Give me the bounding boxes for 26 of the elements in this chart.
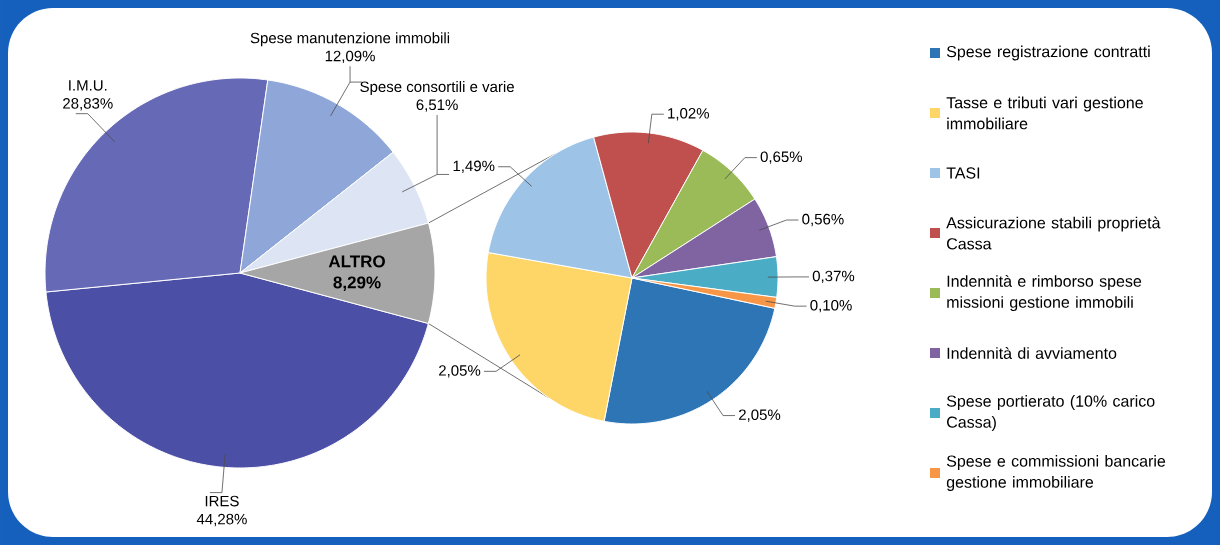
slice-label: Spese manutenzione immobili (250, 32, 450, 47)
legend-label: TASI (946, 167, 980, 179)
legend-label: Spese registrazione contratti (946, 45, 1150, 61)
legend-label: Spese e commissioni bancarie gestione immobiliare (946, 455, 1166, 491)
data-label: 12,09% (325, 50, 375, 64)
data-label: 8,29% (333, 276, 381, 291)
slice-label: I.M.U. (69, 80, 107, 91)
data-label: 0,65% (760, 151, 803, 164)
slice-label: Spese consortili e varie (360, 81, 514, 96)
legend-label: Indennità di avviamento (947, 347, 1117, 359)
data-label: 2,05% (439, 365, 481, 378)
legend-label: Tasse e tributi vari gestione immobiliare (946, 96, 1143, 130)
data-label: 1,02% (668, 108, 710, 121)
legend-label: Indennità e rimborso spese missioni gestione immobili (947, 274, 1142, 312)
data-label: 0,56% (802, 213, 844, 227)
data-label: 0,37% (812, 270, 855, 284)
data-label: 6,51% (416, 99, 458, 112)
data-label: 44,28% (196, 513, 247, 527)
slice-label: ALTRO (328, 255, 385, 268)
legend-label: Assicurazione stabili proprietà Cassa (946, 216, 1161, 250)
slice-label: IRES (205, 495, 239, 507)
data-label: 1,49% (453, 160, 495, 173)
legend-label: Spese portierato (10% carico Cassa) (946, 395, 1155, 431)
data-label: 28,83% (63, 98, 113, 111)
data-label: 0,10% (810, 299, 852, 313)
data-label: 2,05% (739, 409, 781, 422)
